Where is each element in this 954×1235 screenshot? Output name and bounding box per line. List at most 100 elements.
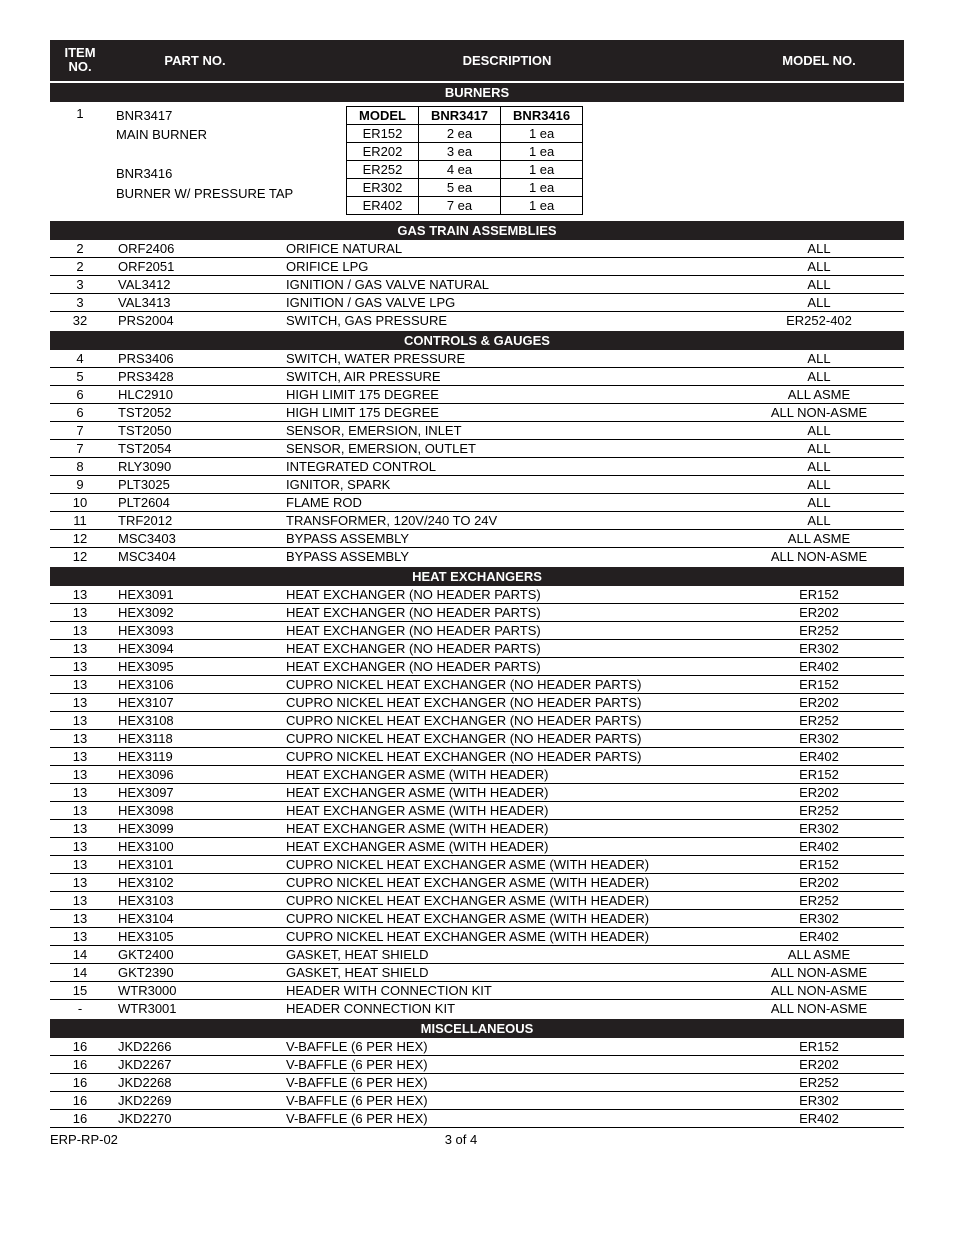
cell-part: PRS3428 (110, 367, 280, 385)
cell-part: HEX3097 (110, 783, 280, 801)
cell-desc: IGNITION / GAS VALVE NATURAL (280, 275, 734, 293)
burner-sub-cell: ER302 (347, 178, 419, 196)
cell-item: 14 (50, 963, 110, 981)
cell-item: 6 (50, 403, 110, 421)
section-header: HEAT EXCHANGERS (50, 566, 904, 586)
cell-model: ALL NON-ASME (734, 981, 904, 999)
cell-model: ALL NON-ASME (734, 999, 904, 1018)
cell-part: VAL3413 (110, 293, 280, 311)
cell-part: HLC2910 (110, 385, 280, 403)
cell-desc: SENSOR, EMERSION, OUTLET (280, 439, 734, 457)
cell-item: 6 (50, 385, 110, 403)
cell-model: ALL (734, 457, 904, 475)
table-row: 2ORF2051ORIFICE LPGALL (50, 257, 904, 275)
cell-model: ER152 (734, 675, 904, 693)
cell-model: ALL ASME (734, 529, 904, 547)
table-row: 6TST2052HIGH LIMIT 175 DEGREEALL NON-ASM… (50, 403, 904, 421)
cell-model: ALL (734, 475, 904, 493)
cell-item: 13 (50, 603, 110, 621)
cell-model: ALL (734, 421, 904, 439)
cell-part: HEX3105 (110, 927, 280, 945)
cell-item: 13 (50, 747, 110, 765)
header-desc: DESCRIPTION (280, 40, 734, 82)
burner-part-line: BURNER W/ PRESSURE TAP (116, 184, 316, 204)
cell-model: ALL (734, 240, 904, 258)
burner-sub-cell: ER252 (347, 160, 419, 178)
cell-desc: HIGH LIMIT 175 DEGREE (280, 385, 734, 403)
cell-item: 13 (50, 801, 110, 819)
cell-model: ER152 (734, 586, 904, 604)
table-row: 13HEX3101CUPRO NICKEL HEAT EXCHANGER ASM… (50, 855, 904, 873)
table-header-row: ITEM NO. PART NO. DESCRIPTION MODEL NO. (50, 40, 904, 82)
cell-item: - (50, 999, 110, 1018)
table-row: 13HEX3104CUPRO NICKEL HEAT EXCHANGER ASM… (50, 909, 904, 927)
cell-part: HEX3095 (110, 657, 280, 675)
cell-item: 13 (50, 909, 110, 927)
cell-desc: V-BAFFLE (6 PER HEX) (280, 1109, 734, 1127)
cell-desc: HEAT EXCHANGER ASME (WITH HEADER) (280, 801, 734, 819)
table-row: 7TST2050SENSOR, EMERSION, INLETALL (50, 421, 904, 439)
burner-sub-cell: 1 ea (501, 160, 583, 178)
cell-part: PRS3406 (110, 350, 280, 368)
table-row: 16JKD2268V-BAFFLE (6 PER HEX)ER252 (50, 1073, 904, 1091)
table-row: 13HEX3097HEAT EXCHANGER ASME (WITH HEADE… (50, 783, 904, 801)
footer-center: 3 of 4 (445, 1132, 478, 1147)
cell-item: 13 (50, 621, 110, 639)
burner-sub-cell: 3 ea (418, 142, 500, 160)
cell-desc: GASKET, HEAT SHIELD (280, 963, 734, 981)
cell-desc: HEAT EXCHANGER ASME (WITH HEADER) (280, 837, 734, 855)
cell-model: ER252 (734, 711, 904, 729)
cell-part: RLY3090 (110, 457, 280, 475)
cell-item: 16 (50, 1073, 110, 1091)
table-row: 12MSC3404BYPASS ASSEMBLYALL NON-ASME (50, 547, 904, 566)
cell-model: ALL (734, 439, 904, 457)
cell-model: ER302 (734, 729, 904, 747)
cell-desc: SENSOR, EMERSION, INLET (280, 421, 734, 439)
cell-model: ER302 (734, 1091, 904, 1109)
cell-model: ER252 (734, 1073, 904, 1091)
cell-model: ER402 (734, 837, 904, 855)
cell-part: PRS2004 (110, 311, 280, 330)
cell-desc: HEAT EXCHANGER (NO HEADER PARTS) (280, 657, 734, 675)
table-row: 13HEX3103CUPRO NICKEL HEAT EXCHANGER ASM… (50, 891, 904, 909)
cell-model: ALL (734, 511, 904, 529)
burner-sub-cell: 1 ea (501, 196, 583, 214)
parts-table: ITEM NO. PART NO. DESCRIPTION MODEL NO. … (50, 40, 904, 1128)
cell-part: HEX3104 (110, 909, 280, 927)
cell-part: TST2054 (110, 439, 280, 457)
cell-item: 2 (50, 240, 110, 258)
cell-desc: CUPRO NICKEL HEAT EXCHANGER ASME (WITH H… (280, 927, 734, 945)
cell-item: 1 (50, 102, 110, 220)
cell-part: HEX3107 (110, 693, 280, 711)
section-header: GAS TRAIN ASSEMBLIES (50, 220, 904, 240)
cell-desc: V-BAFFLE (6 PER HEX) (280, 1055, 734, 1073)
cell-part: HEX3102 (110, 873, 280, 891)
page-footer: ERP-RP-02 3 of 4 (50, 1128, 904, 1147)
table-row: 13HEX3094HEAT EXCHANGER (NO HEADER PARTS… (50, 639, 904, 657)
cell-model: ALL (734, 493, 904, 511)
table-row: 13HEX3102CUPRO NICKEL HEAT EXCHANGER ASM… (50, 873, 904, 891)
cell-model: ER202 (734, 1055, 904, 1073)
cell-item: 13 (50, 711, 110, 729)
burner-part-list: BNR3417MAIN BURNER BNR3416BURNER W/ PRES… (116, 106, 316, 204)
cell-desc: SWITCH, AIR PRESSURE (280, 367, 734, 385)
cell-part: HEX3108 (110, 711, 280, 729)
cell-part: JKD2268 (110, 1073, 280, 1091)
cell-model: ER252 (734, 891, 904, 909)
cell-part: JKD2266 (110, 1038, 280, 1056)
cell-model: ER402 (734, 657, 904, 675)
cell-desc: HEAT EXCHANGER (NO HEADER PARTS) (280, 586, 734, 604)
cell-model: ER302 (734, 639, 904, 657)
burner-sub-cell: 1 ea (501, 178, 583, 196)
table-row: 14GKT2390GASKET, HEAT SHIELDALL NON-ASME (50, 963, 904, 981)
cell-model: ALL (734, 257, 904, 275)
header-model: MODEL NO. (734, 40, 904, 82)
table-row: 13HEX3091HEAT EXCHANGER (NO HEADER PARTS… (50, 586, 904, 604)
table-row: 3VAL3413IGNITION / GAS VALVE LPGALL (50, 293, 904, 311)
cell-item: 9 (50, 475, 110, 493)
section-title: MISCELLANEOUS (50, 1018, 904, 1038)
cell-part: ORF2406 (110, 240, 280, 258)
cell-part: HEX3096 (110, 765, 280, 783)
table-row: 6HLC2910HIGH LIMIT 175 DEGREEALL ASME (50, 385, 904, 403)
cell-desc: V-BAFFLE (6 PER HEX) (280, 1073, 734, 1091)
